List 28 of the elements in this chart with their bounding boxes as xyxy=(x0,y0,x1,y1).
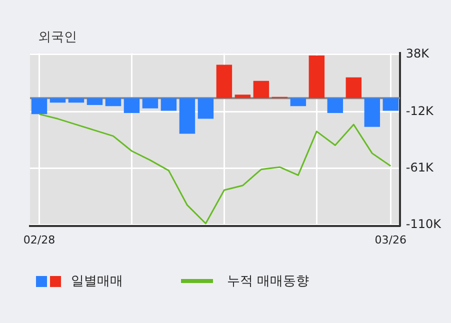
bar xyxy=(160,98,177,111)
bar xyxy=(308,56,325,98)
bar xyxy=(198,98,214,119)
legend-label: 일별매매 xyxy=(71,273,123,290)
bar xyxy=(31,98,48,114)
bar xyxy=(234,94,251,98)
bar xyxy=(86,98,103,105)
bar xyxy=(382,98,399,111)
bar xyxy=(364,98,380,127)
y-tick-label: -110K xyxy=(406,216,442,231)
bar xyxy=(105,98,122,106)
y-tick-label: -61K xyxy=(406,160,434,174)
bar xyxy=(50,98,66,103)
y-tick-label: 38K xyxy=(406,46,430,60)
bar xyxy=(216,64,232,98)
bar xyxy=(68,98,84,103)
x-tick-label: 02/28 xyxy=(23,233,56,246)
bar xyxy=(253,80,270,98)
legend-label: 누적 매매동향 xyxy=(227,273,310,290)
x-tick-label: 03/26 xyxy=(374,233,406,246)
bar xyxy=(290,98,306,106)
y-tick-label: -12K xyxy=(406,104,434,118)
bar xyxy=(179,98,196,134)
bar xyxy=(124,98,140,114)
chart-title: 외국인 xyxy=(38,29,77,46)
bar xyxy=(327,98,344,114)
bar xyxy=(142,98,158,108)
bar xyxy=(346,77,362,98)
